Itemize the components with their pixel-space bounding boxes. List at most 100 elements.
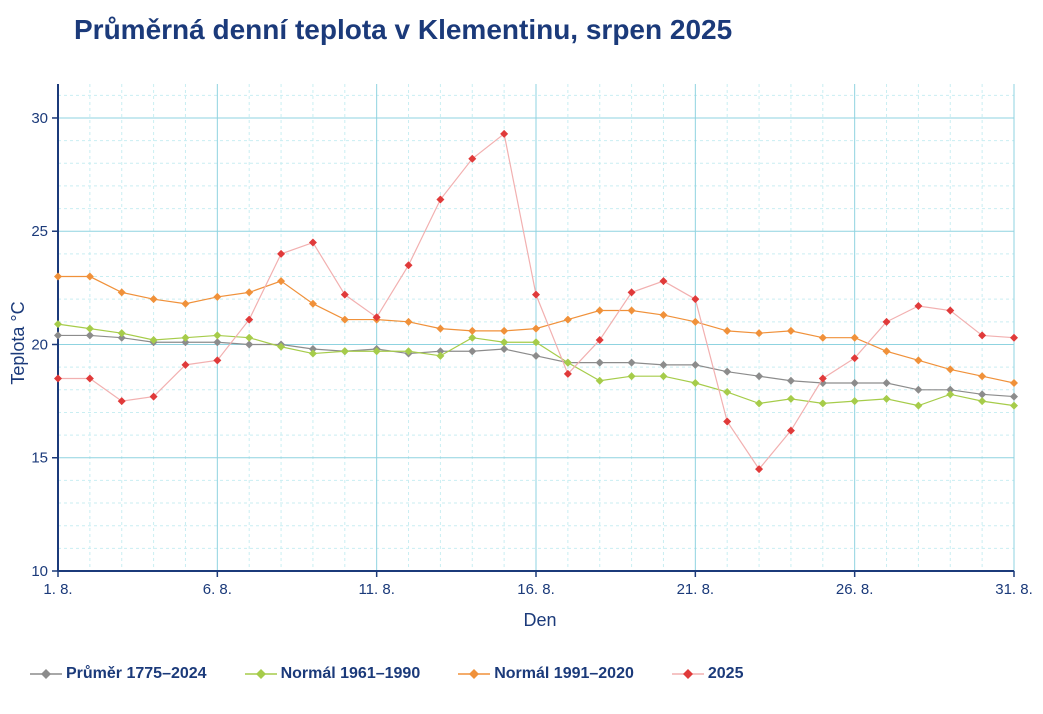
- data-point-prumer: [85, 331, 94, 340]
- legend-marker-y2025: [671, 669, 704, 679]
- data-point-normal9120: [691, 317, 700, 326]
- data-point-y2025: [54, 374, 62, 383]
- data-point-prumer: [181, 338, 190, 347]
- data-point-y2025: [563, 369, 572, 378]
- data-point-normal9120: [850, 333, 859, 342]
- data-point-normal9120: [468, 326, 477, 335]
- data-point-normal6190: [882, 394, 891, 403]
- data-point-y2025: [978, 331, 987, 340]
- x-axis-label: Den: [523, 610, 556, 630]
- data-point-normal6190: [149, 335, 158, 344]
- data-point-prumer: [659, 360, 668, 369]
- data-point-normal9120: [117, 288, 126, 297]
- data-point-normal6190: [818, 399, 827, 408]
- legend-label: Normál 1961–1990: [280, 665, 421, 682]
- data-point-normal6190: [85, 324, 94, 333]
- data-point-normal6190: [627, 372, 636, 381]
- data-point-y2025: [308, 238, 317, 247]
- data-point-normal9120: [532, 324, 540, 333]
- y-tick-label: 25: [31, 223, 48, 240]
- data-point-normal9120: [500, 326, 509, 335]
- legend-marker-prumer: [30, 669, 62, 679]
- legend: Průměr 1775–2024 Normál 1961–1990 Normál 1…: [30, 660, 781, 688]
- legend-item-prumer: Průměr 1775–2024: [30, 665, 207, 683]
- data-point-prumer: [213, 338, 222, 347]
- data-point-prumer: [755, 372, 764, 381]
- data-point-normal6190: [404, 347, 413, 356]
- data-point-normal9120: [436, 324, 445, 333]
- data-point-prumer: [500, 345, 509, 354]
- data-point-y2025: [1010, 333, 1018, 342]
- y-axis-label: Teplota °C: [8, 301, 28, 384]
- data-point-normal9120: [818, 333, 827, 342]
- data-point-normal6190: [1010, 401, 1018, 410]
- data-point-normal9120: [54, 272, 62, 281]
- data-point-normal9120: [85, 272, 94, 281]
- data-point-normal6190: [213, 331, 222, 340]
- data-point-normal9120: [914, 356, 923, 365]
- data-point-prumer: [117, 333, 126, 342]
- data-point-prumer: [308, 345, 317, 354]
- data-point-y2025: [818, 374, 827, 383]
- data-point-y2025: [723, 417, 732, 426]
- series-y2025: [54, 129, 1018, 474]
- x-tick-label: 11. 8.: [358, 581, 394, 598]
- data-point-normal9120: [149, 295, 158, 304]
- data-point-y2025: [850, 354, 859, 363]
- data-point-y2025: [468, 154, 477, 163]
- legend-label: 2025: [707, 665, 744, 682]
- data-point-y2025: [627, 288, 636, 297]
- data-point-normal6190: [245, 333, 254, 342]
- data-point-normal9120: [181, 299, 190, 308]
- data-point-y2025: [595, 335, 604, 344]
- x-tick-label: 21. 8.: [677, 581, 715, 598]
- data-point-normal9120: [563, 315, 572, 324]
- data-point-normal6190: [372, 347, 381, 356]
- data-point-normal6190: [563, 358, 572, 367]
- data-point-normal9120: [1010, 378, 1018, 387]
- data-point-normal6190: [340, 347, 349, 356]
- data-point-y2025: [755, 465, 764, 474]
- data-point-normal9120: [213, 292, 222, 301]
- data-point-normal6190: [308, 349, 317, 358]
- legend-item-normal9120: Normál 1991–2020: [458, 665, 634, 683]
- data-point-prumer: [532, 351, 540, 360]
- legend-label: Průměr 1775–2024: [66, 665, 207, 682]
- data-point-normal6190: [786, 394, 795, 403]
- data-point-y2025: [117, 397, 126, 406]
- data-point-y2025: [213, 356, 222, 365]
- y-tick-label: 30: [31, 110, 48, 127]
- legend-marker-normal9120: [458, 669, 491, 679]
- data-point-normal9120: [946, 365, 955, 374]
- axes: 10 15 20 25 30 1. 8. 6. 8. 11. 8. 16. 8. 21. 8. 26…: [31, 84, 1033, 598]
- data-point-normal6190: [277, 342, 286, 351]
- data-point-normal6190: [436, 351, 445, 360]
- x-tick-label: 16. 8.: [517, 581, 555, 598]
- data-point-prumer: [468, 347, 477, 356]
- data-point-prumer: [54, 331, 62, 340]
- x-tick-label: 26. 8.: [836, 581, 874, 598]
- data-point-y2025: [786, 426, 795, 435]
- data-point-prumer: [882, 378, 891, 387]
- data-point-normal9120: [659, 311, 668, 320]
- data-point-normal6190: [500, 338, 509, 347]
- data-point-prumer: [723, 367, 732, 376]
- data-point-normal6190: [946, 390, 955, 399]
- data-point-prumer: [245, 340, 254, 349]
- data-point-y2025: [914, 301, 923, 310]
- data-point-normal9120: [595, 306, 604, 315]
- data-point-normal6190: [755, 399, 764, 408]
- x-tick-label: 1. 8.: [43, 581, 72, 598]
- data-point-y2025: [691, 295, 700, 304]
- data-point-prumer: [595, 358, 604, 367]
- data-point-y2025: [946, 306, 955, 315]
- data-point-prumer: [914, 385, 923, 394]
- data-point-y2025: [181, 360, 190, 369]
- data-point-normal9120: [340, 315, 349, 324]
- y-tick-label: 10: [31, 563, 48, 580]
- data-point-normal6190: [914, 401, 923, 410]
- data-point-prumer: [627, 358, 636, 367]
- data-point-prumer: [691, 360, 700, 369]
- data-point-prumer: [1010, 392, 1018, 401]
- data-point-normal9120: [277, 277, 286, 286]
